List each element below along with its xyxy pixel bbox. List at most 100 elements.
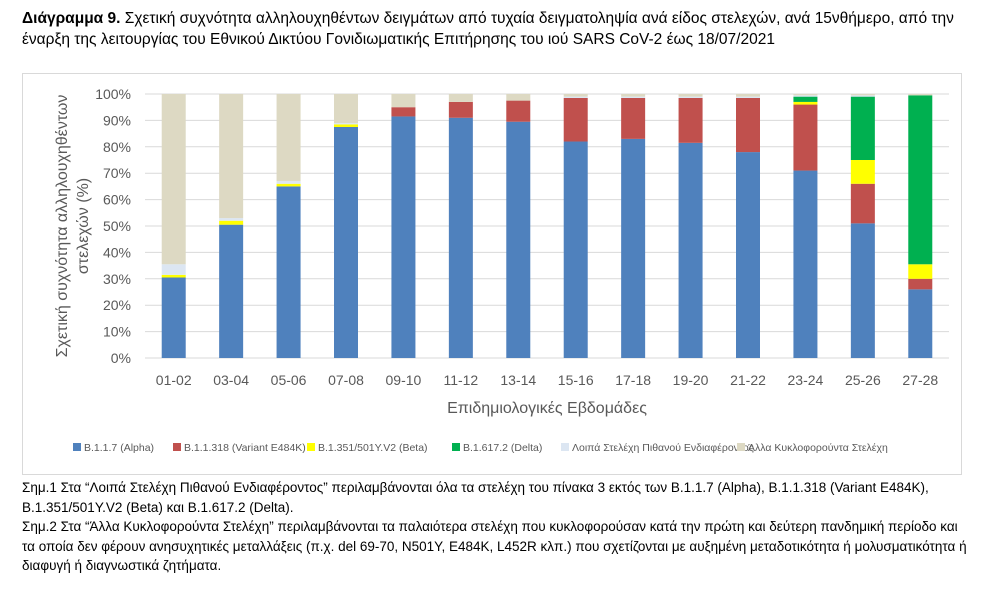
bar-segment <box>793 170 818 358</box>
y-tick-label: 0% <box>111 350 131 366</box>
chart-container: 0% 10% 20% 30% 40% 50% 60% 70% 80% 90% 100% 01-02 03… <box>22 73 962 475</box>
bar-segment <box>391 94 416 108</box>
bar-segment <box>276 94 301 182</box>
caption-label: Διάγραμμα 9. <box>22 10 121 27</box>
y-axis-label-line: στελεχών (%) <box>75 178 92 274</box>
bar-segment <box>161 277 186 358</box>
bar-segment <box>621 97 646 139</box>
legend-swatch <box>173 443 181 451</box>
bar-segment <box>850 94 875 96</box>
y-tick-label: 10% <box>103 324 131 340</box>
bar-segment <box>448 117 473 358</box>
bar-segment <box>678 94 703 97</box>
bar-segment <box>621 96 646 98</box>
legend-swatch <box>307 443 315 451</box>
bar-segment <box>219 218 244 221</box>
bar-segment <box>850 95 875 97</box>
y-tick-label: 50% <box>103 218 131 234</box>
bar-segment <box>219 94 244 219</box>
x-tick-label: 17-18 <box>615 372 651 388</box>
bar-segment <box>334 94 358 124</box>
y-tick-label: 70% <box>103 165 131 181</box>
bar-segment <box>506 121 531 358</box>
bar-segment <box>563 97 588 142</box>
stacked-bar-chart: 0% 10% 20% 30% 40% 50% 60% 70% 80% 90% 100% 01-02 03… <box>54 86 949 454</box>
bar-segment <box>161 264 186 275</box>
x-tick-label: 15-16 <box>558 372 594 388</box>
x-tick-label: 03-04 <box>213 372 249 388</box>
bar-segment <box>334 123 358 125</box>
bar-segment <box>219 224 244 358</box>
bar-segment <box>850 96 875 160</box>
legend-label: B.1.351/501Y.V2 (Beta) <box>318 442 428 454</box>
bar-segment <box>506 94 531 101</box>
bar-segment <box>276 186 301 358</box>
legend-swatch <box>73 443 81 451</box>
x-tick-label: 05-06 <box>271 372 307 388</box>
y-tick-label: 40% <box>103 244 131 260</box>
bar-segment <box>793 94 818 96</box>
bar-segment <box>391 116 416 358</box>
x-tick-label: 23-24 <box>788 372 824 388</box>
bar-segment <box>334 124 358 127</box>
y-tick-label: 20% <box>103 297 131 313</box>
bar-segment <box>563 96 588 98</box>
note-1: Σημ.1 Στα “Λοιπά Στελέχη Πιθανού Ενδιαφέ… <box>22 480 929 515</box>
legend-label: Λοιπά Στελέχη Πιθανού Ενδιαφέροντος <box>572 442 754 454</box>
legend-swatch <box>452 443 460 451</box>
bar-segment <box>908 278 933 290</box>
y-tick-label: 100% <box>95 86 131 102</box>
bar-segment <box>850 223 875 358</box>
legend-label: Άλλα Κυκλοφορούντα Στελέχη <box>748 442 888 454</box>
bar-segment <box>161 274 186 278</box>
bar-segment <box>563 94 588 97</box>
bar-segment <box>736 94 760 97</box>
bar-segment <box>793 96 818 102</box>
bar-segment <box>391 107 416 117</box>
x-tick-label: 13-14 <box>500 372 536 388</box>
bar-segment <box>621 138 646 358</box>
y-tick-label: 80% <box>103 139 131 155</box>
x-tick-label: 11-12 <box>443 372 478 388</box>
bar-segment <box>793 95 818 97</box>
x-axis-label: Επιδημιολογικές Εβδομάδες <box>447 400 647 417</box>
note-2: Σημ.2 Στα “Άλλα Κυκλοφορούντα Στελέχη” π… <box>22 519 967 573</box>
y-axis-label: Σχετική συχνότητα αλληλουχηθέντων στελεχώ… <box>54 95 92 358</box>
bar-segment <box>908 289 933 358</box>
bar-segment <box>506 100 531 122</box>
figure-caption: Διάγραμμα 9. Σχετική συχνότητα αλληλουχη… <box>22 8 982 50</box>
bar-segment <box>908 95 933 265</box>
bar-segment <box>793 104 818 171</box>
y-axis-label-line: Σχετική συχνότητα αλληλουχηθέντων <box>54 95 71 358</box>
x-tick-label: 25-26 <box>845 372 881 388</box>
bar-segment <box>850 183 875 224</box>
bar-segment <box>563 141 588 358</box>
bar-segment <box>448 101 473 118</box>
legend-swatch <box>737 443 745 451</box>
y-tick-label: 90% <box>103 112 131 128</box>
legend-swatch <box>561 443 569 451</box>
bar-segment <box>736 96 760 98</box>
x-tick-label: 07-08 <box>328 372 364 388</box>
x-tick-label: 21-22 <box>730 372 766 388</box>
bar-segment <box>736 97 760 153</box>
bar-segment <box>850 160 875 184</box>
legend-label: B.1.1.7 (Alpha) <box>84 442 154 454</box>
bar-segment <box>678 96 703 98</box>
legend-label: B.1.617.2 (Delta) <box>463 442 542 454</box>
bar-segment <box>276 181 301 184</box>
bar-segment <box>219 220 244 225</box>
x-tick-label: 09-10 <box>386 372 422 388</box>
y-tick-label: 60% <box>103 192 131 208</box>
caption-text: Σχετική συχνότητα αλληλουχηθέντων δειγμά… <box>22 10 954 48</box>
y-tick-label: 30% <box>103 271 131 287</box>
bar-segment <box>736 152 760 358</box>
bar-segment <box>678 97 703 143</box>
bar-segment <box>621 94 646 97</box>
x-tick-label: 01-02 <box>156 372 192 388</box>
bar-segment <box>908 94 933 96</box>
bar-segment <box>334 127 358 358</box>
bar-segment <box>161 94 186 265</box>
legend-label: B.1.1.318 (Variant E484K) <box>184 442 306 454</box>
bar-segment <box>793 101 818 105</box>
